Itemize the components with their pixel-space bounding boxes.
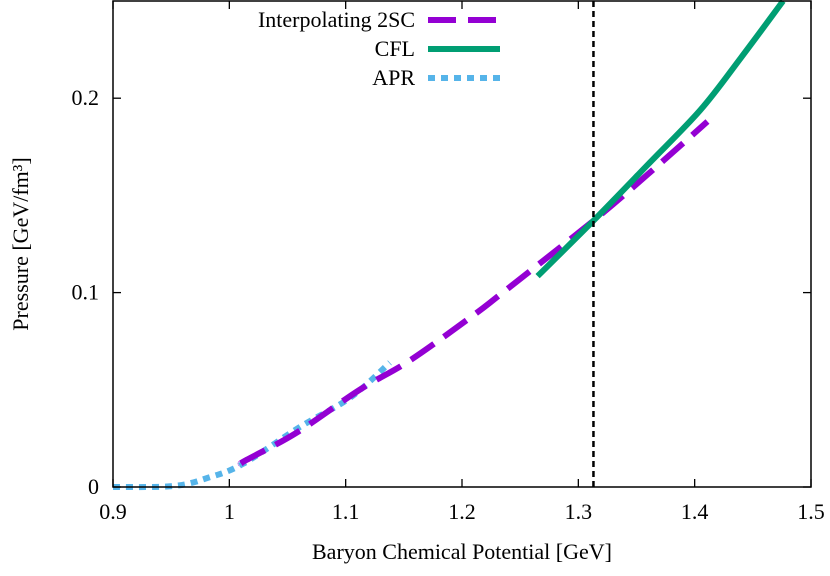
x-tick-label: 1.2 — [448, 499, 476, 524]
legend: Interpolating 2SC CFL APR — [258, 7, 500, 90]
x-tick-label: 1 — [224, 499, 235, 524]
x-tick-label: 0.9 — [99, 499, 127, 524]
x-tick-label: 1.3 — [565, 499, 593, 524]
x-tick-label: 1.1 — [332, 499, 360, 524]
series-line-apr — [112, 360, 392, 491]
ticks: 0.9 1 1.1 1.2 1.3 1.4 1.5 0 0.1 0.2 — [72, 1, 825, 524]
y-tick-label: 0 — [88, 474, 99, 499]
legend-label: Interpolating 2SC — [258, 7, 415, 32]
x-tick-label: 1.5 — [797, 499, 825, 524]
series-line-interpolating-2sc — [237, 119, 710, 467]
x-axis-label: Baryon Chemical Potential [GeV] — [312, 539, 612, 564]
legend-label: CFL — [375, 36, 415, 61]
y-tick-label: 0.2 — [72, 85, 100, 110]
plot-lines — [112, 0, 786, 491]
y-tick-label: 0.1 — [72, 280, 100, 305]
series-line-cfl — [535, 0, 786, 279]
legend-label: APR — [372, 65, 415, 90]
y-axis-label: Pressure [GeV/fm³] — [8, 157, 33, 330]
x-tick-label: 1.4 — [681, 499, 709, 524]
plot-frame — [112, 0, 812, 488]
